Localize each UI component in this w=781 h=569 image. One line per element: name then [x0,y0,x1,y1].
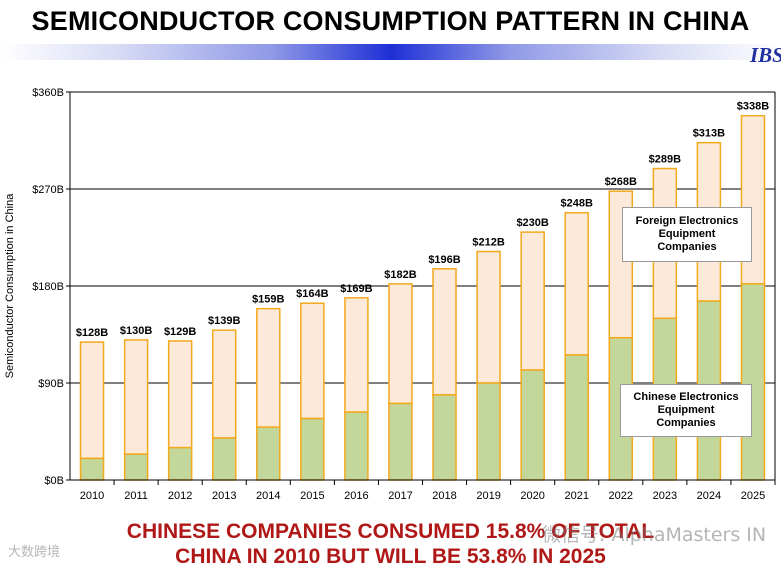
total-label-2013: $139B [208,315,240,327]
x-tick-label-2016: 2016 [344,490,368,502]
bar-foreign-2012 [167,340,193,449]
chart-axes: Semiconductor Consumption in China [4,92,776,485]
chart-labels: $128B 2010 $130B 2011 $129B 2012 $139B 2013 $159… [76,101,769,502]
bar-chinese-2015 [300,417,325,481]
x-tick-label-2017: 2017 [388,490,412,502]
total-label-2018: $196B [428,254,460,266]
bar-foreign-2013 [211,329,237,439]
footer-line-2: CHINA IN 2010 BUT WILL BE 53.8% IN 2025 [175,545,606,568]
x-tick-label-2022: 2022 [609,490,633,502]
x-tick-label-2013: 2013 [212,490,236,502]
total-label-2025: $338B [737,101,769,113]
bar-foreign-2021 [564,211,589,356]
total-label-2021: $248B [561,198,593,210]
x-tick-label-2024: 2024 [697,490,721,502]
legend-chinese-companies: Chinese Electronics Equipment Companies [620,384,752,437]
bar-chinese-2017 [388,402,413,481]
legend-chinese-line-3: Companies [656,417,716,429]
y-tick-label: $0B [44,475,64,487]
bar-foreign-2017 [388,283,413,405]
x-tick-label-2011: 2011 [124,490,148,502]
watermark-logo: 大数跨境 [8,545,61,560]
x-tick-label-2019: 2019 [476,490,500,502]
y-tick-label: $90B [38,378,64,390]
x-tick-label-2025: 2025 [741,490,765,502]
ibs-logo: IBS [750,43,781,67]
bar-chinese-2020 [520,369,545,481]
x-tick-label-2018: 2018 [432,490,456,502]
total-label-2017: $182B [384,269,416,281]
y-axis-title: Semiconductor Consumption in China [4,193,16,379]
x-tick-label-2023: 2023 [653,490,677,502]
bar-foreign-2020 [520,231,545,371]
y-tick-label: $270B [32,184,64,196]
legend-foreign-line-3: Companies [657,241,717,253]
total-label-2019: $212B [472,237,504,249]
bar-chinese-2011 [123,453,149,481]
chart-title: SEMICONDUCTOR CONSUMPTION PATTERN IN CHI… [31,6,750,36]
bar-chinese-2013 [211,437,237,481]
bar-foreign-2018 [432,268,457,396]
total-label-2020: $230B [516,217,548,229]
bar-foreign-2019 [476,250,501,384]
bar-chinese-2019 [476,382,501,481]
legend-chinese-line-1: Chinese Electronics [633,391,739,403]
footer-line-1: CHINESE COMPANIES CONSUMED 15.8% OF TOTA… [126,520,655,543]
bar-foreign-2011 [123,339,149,455]
total-label-2012: $129B [164,326,196,338]
bar-foreign-2010 [79,341,105,460]
bar-chinese-2012 [167,446,193,481]
x-tick-label-2010: 2010 [80,490,104,502]
bar-chinese-2018 [432,394,457,481]
x-tick-label-2014: 2014 [256,490,280,502]
y-tick-label: $180B [32,281,64,293]
bar-chinese-2021 [564,354,589,481]
y-axis-ticks: $0B $90B $180B $270B $360B [32,87,70,487]
bar-foreign-2016 [344,297,369,413]
legend-foreign-line-1: Foreign Electronics [635,215,739,227]
y-tick-label: $360B [32,87,64,99]
x-tick-label-2012: 2012 [168,490,192,502]
total-label-2024: $313B [693,128,725,140]
legend-foreign-line-2: Equipment [658,228,716,240]
bar-chinese-2010 [79,457,105,481]
bar-chinese-2025 [740,283,766,481]
total-label-2023: $289B [649,154,681,166]
total-label-2016: $169B [340,283,372,295]
x-tick-label-2015: 2015 [300,490,324,502]
x-tick-label-2020: 2020 [520,490,544,502]
legend-foreign-companies: Foreign Electronics Equipment Companies [622,207,752,262]
legend-chinese-line-2: Equipment [657,404,715,416]
total-label-2011: $130B [120,325,152,337]
bar-foreign-2014 [256,307,281,428]
watermark-wechat: 微信号: AlphaMasters IN [542,524,767,546]
total-label-2014: $159B [252,294,284,306]
bar-chinese-2014 [256,426,281,481]
total-label-2022: $268B [605,176,637,188]
bar-foreign-2015 [300,302,325,420]
header-gradient-band [0,44,781,60]
total-label-2010: $128B [76,327,108,339]
bar-chinese-2016 [344,411,369,481]
x-tick-label-2021: 2021 [564,490,588,502]
total-label-2015: $164B [296,288,328,300]
